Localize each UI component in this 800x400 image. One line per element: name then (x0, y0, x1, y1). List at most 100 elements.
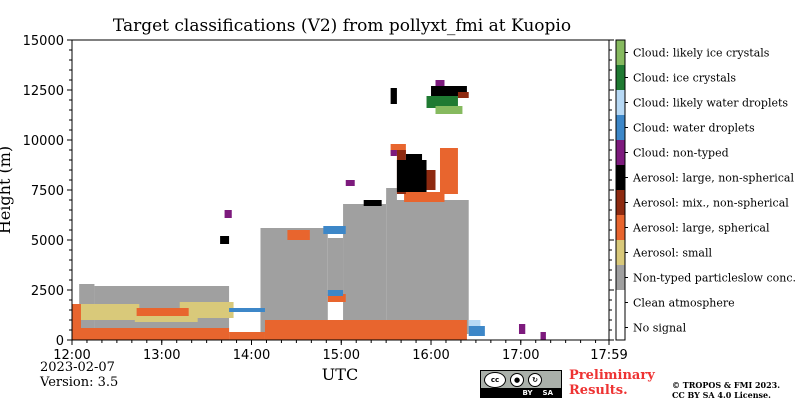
date-label: 2023-02-07 (40, 360, 115, 375)
legend-swatch (616, 215, 625, 240)
chart-title: Target classifications (V2) from pollyxt… (112, 16, 572, 36)
cc-badge-text: BY SA (481, 388, 561, 398)
classification-cells (72, 80, 546, 340)
region-cloud-non-typed (518, 324, 526, 334)
legend-label: Aerosol: large, spherical (632, 222, 770, 235)
region-non-typed-particleslow-conc (386, 200, 469, 334)
legend-label: Clean atmosphere (633, 297, 735, 310)
version-label: Version: 3.5 (40, 375, 119, 390)
region-aerosol-large-spherical (327, 294, 346, 302)
region-aerosol-large-spherical (72, 328, 230, 340)
cc-attribution-icon: ● (510, 372, 524, 387)
copyright-line-1: © TROPOS & FMI 2023. (672, 380, 781, 390)
legend-label: Non-typed particleslow conc. (633, 272, 796, 285)
legend-label: Cloud: ice crystals (633, 72, 736, 85)
region-aerosol-small (76, 304, 140, 320)
x-tick-label: 12:00 (53, 348, 90, 363)
region-aerosol-large-spherical (404, 192, 445, 202)
x-axis: 12:00 13:00 14:00 15:00 16:00 17:00 17:59 (53, 340, 628, 363)
legend-swatch (616, 65, 625, 90)
region-aerosol-large-spherical (264, 320, 467, 340)
legend-label: Cloud: likely ice crystals (633, 47, 770, 60)
legend-swatch (616, 240, 625, 265)
region-aerosol-large-non-spherical (390, 88, 397, 104)
region-cloud-water-droplets (229, 308, 265, 312)
cc-license-badge: cc ● ↻ BY SA (480, 370, 562, 398)
legend-swatch (616, 190, 625, 215)
cc-by-text: BY (522, 389, 533, 397)
legend-label: Aerosol: mix., non-spherical (632, 197, 789, 210)
region-aerosol-large-non-spherical (363, 200, 382, 206)
region-cloud-ice-crystals (426, 96, 458, 108)
y-tick-label: 5000 (31, 234, 64, 249)
x-tick-label: 13:00 (143, 348, 180, 363)
legend-label: Cloud: water droplets (633, 122, 755, 135)
legend-swatch (616, 140, 625, 165)
legend: No signal Clean atmosphere Non-typed parti… (615, 39, 796, 341)
region-non-typed-particleslow-conc (327, 238, 344, 294)
region-non-typed-particleslow-conc (343, 204, 387, 334)
y-tick-label: 7500 (31, 184, 64, 199)
cc-logo-icon: cc (484, 371, 506, 388)
region-cloud-likely-ice-crystals (435, 106, 463, 114)
region-cloud-likely-water-droplets (468, 320, 481, 326)
legend-label: Aerosol: small (632, 247, 712, 260)
preliminary-notice: Preliminary Results. (569, 368, 655, 398)
region-aerosol-small (179, 302, 234, 318)
x-axis-label: UTC (322, 365, 358, 384)
region-cloud-water-droplets (327, 290, 344, 296)
region-aerosol-large-non-spherical (220, 236, 230, 244)
region-aerosol-large-spherical (439, 148, 458, 194)
preliminary-line-2: Results. (569, 383, 628, 398)
legend-swatch (616, 265, 625, 290)
preliminary-line-1: Preliminary (569, 368, 655, 383)
region-aerosol-large-spherical (136, 308, 189, 316)
y-axis-label: Height (m) (0, 146, 14, 234)
legend-swatch (616, 115, 625, 140)
region-cloud-non-typed (224, 210, 232, 218)
y-tick-label: 2500 (31, 284, 64, 299)
cc-sa-text: SA (542, 389, 553, 397)
legend-label: No signal (633, 322, 687, 335)
region-aerosol-large-non-spherical (431, 86, 467, 96)
copyright-notice: © TROPOS & FMI 2023. CC BY SA 4.0 Licens… (672, 380, 780, 400)
region-aerosol-large-spherical (287, 230, 310, 240)
x-tick-label: 17:59 (590, 348, 627, 363)
legend-label: Cloud: likely water droplets (633, 97, 788, 110)
region-aerosol-mix-non-spherical (457, 92, 469, 98)
region-aerosol-large-spherical (72, 304, 81, 328)
y-tick-label: 10000 (23, 134, 64, 149)
region-aerosol-large-non-spherical (405, 154, 423, 168)
legend-swatch (616, 165, 625, 190)
region-cloud-water-droplets (468, 326, 485, 336)
copyright-line-2: CC BY SA 4.0 License. (672, 390, 771, 400)
y-axis: 0 2500 5000 7500 10000 12500 15000 (23, 34, 614, 349)
legend-swatch (616, 315, 625, 340)
region-aerosol-large-spherical (229, 332, 265, 340)
region-non-typed-particleslow-conc (386, 188, 397, 204)
legend-label: Aerosol: large, non-spherical (632, 172, 794, 185)
y-tick-label: 0 (56, 334, 64, 349)
legend-frame (615, 39, 626, 341)
region-aerosol-large-spherical (390, 144, 406, 154)
region-cloud-water-droplets (323, 226, 346, 234)
x-tick-label: 17:00 (502, 348, 539, 363)
y-tick-label: 15000 (23, 34, 64, 49)
x-tick-label: 16:00 (412, 348, 449, 363)
plot-area (71, 39, 610, 341)
legend-swatch (616, 90, 625, 115)
legend-swatch (616, 290, 625, 315)
x-tick-label: 14:00 (233, 348, 270, 363)
region-non-typed-particleslow-conc (260, 228, 328, 334)
legend-label: Cloud: non-typed (633, 147, 729, 160)
cc-icons: cc ● ↻ (481, 371, 564, 388)
region-cloud-non-typed (390, 150, 397, 156)
x-tick-label: 15:00 (323, 348, 360, 363)
region-cloud-non-typed (540, 332, 546, 340)
region-cloud-non-typed (345, 180, 355, 186)
y-tick-label: 12500 (23, 84, 64, 99)
region-cloud-non-typed (435, 80, 445, 86)
legend-swatch (616, 40, 625, 65)
cc-share-alike-icon: ↻ (528, 372, 542, 387)
